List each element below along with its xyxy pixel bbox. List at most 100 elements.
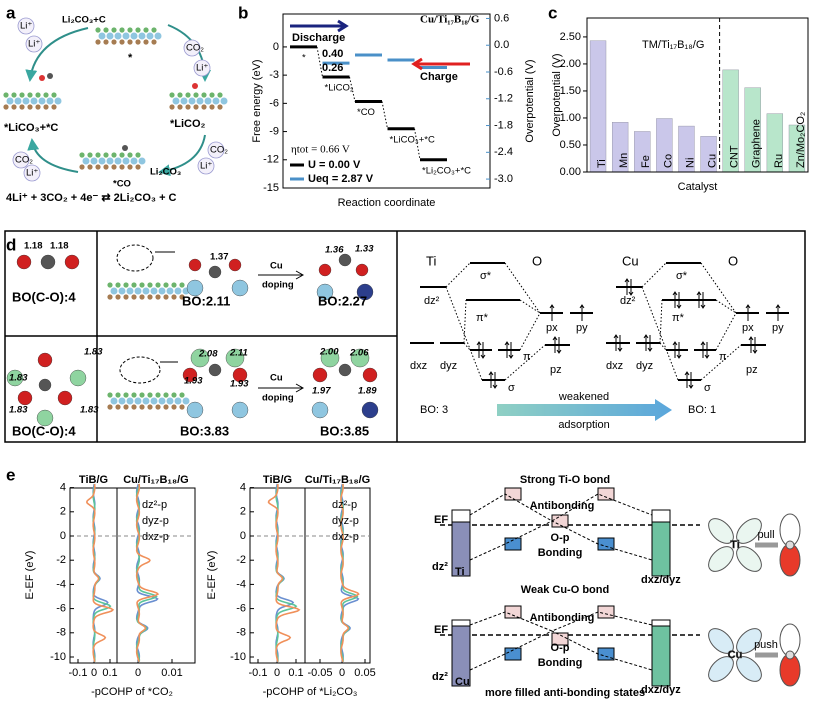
panel-label: e	[6, 465, 15, 484]
label: *LiCO₂	[170, 118, 206, 130]
atom	[139, 294, 145, 300]
dos-box	[651, 619, 671, 687]
label: CO₂	[186, 43, 204, 54]
atom	[217, 92, 223, 98]
label: 1.83	[9, 405, 28, 416]
orbital-label: Cu	[622, 253, 639, 268]
label: dz²	[432, 561, 448, 573]
atom	[172, 97, 180, 105]
label: 1.89	[358, 386, 377, 397]
atom	[158, 287, 166, 295]
atom	[147, 294, 153, 300]
electron	[745, 304, 751, 321]
atom	[118, 287, 126, 295]
atom	[119, 27, 125, 33]
annotation: Discharge	[292, 32, 345, 44]
electron	[579, 304, 585, 321]
x-tick-label: Ru	[773, 154, 785, 168]
orbital-label: py	[576, 322, 588, 334]
atom	[209, 92, 215, 98]
y-tick-label: 1.00	[560, 112, 581, 124]
atom	[64, 254, 80, 270]
annotation: ηtot = 0.66 V	[291, 144, 350, 156]
atom	[312, 367, 328, 383]
connector	[641, 286, 679, 381]
plot-title: TiB/G	[79, 474, 108, 486]
x-axis-label: -pCOHP of *CO₂	[91, 686, 173, 698]
y2-tick-label: 0.0	[494, 39, 509, 51]
species-bubble	[12, 151, 30, 169]
atom	[103, 39, 109, 45]
electron	[672, 291, 678, 308]
electron	[672, 341, 678, 358]
label: 1.83	[9, 373, 28, 384]
atom	[106, 157, 114, 165]
orbital-label: dyz	[636, 360, 653, 372]
atom	[87, 152, 93, 158]
atom	[320, 348, 340, 368]
label: 1.97	[312, 386, 331, 397]
atom	[119, 39, 125, 45]
atom	[231, 279, 249, 297]
label: dxz/dyz	[641, 574, 681, 586]
connector	[700, 262, 737, 314]
atom	[179, 392, 185, 398]
atom	[171, 404, 177, 410]
atom	[126, 287, 134, 295]
connector	[519, 312, 541, 351]
electron	[508, 342, 514, 359]
cycle-arrow	[158, 134, 206, 177]
x-tick-label: Fe	[640, 155, 652, 168]
y-tick-label: -8	[56, 627, 66, 639]
y-axis-label: Overpotential (V)	[551, 53, 563, 136]
electron	[549, 304, 555, 321]
y2-tick-label: -0.6	[494, 66, 513, 78]
atom	[30, 97, 38, 105]
y-tick-label: -12	[263, 154, 279, 166]
atom	[155, 294, 161, 300]
atom	[11, 92, 17, 98]
y-tick-label: -6	[269, 97, 279, 109]
atom	[361, 401, 379, 419]
equation: 4Li⁺ + 3CO₂ + 4e⁻ ⇄ 2Li₂CO₃ + C	[6, 192, 177, 204]
level-box	[551, 514, 569, 528]
connector	[641, 262, 667, 288]
x-category-label: *LiCO₃+*C	[390, 134, 435, 145]
level-box	[504, 647, 522, 661]
orbital-label: pz	[746, 364, 758, 376]
orbital-lobe	[736, 546, 762, 572]
atom	[123, 282, 129, 288]
label: 1.93	[184, 376, 203, 387]
electron	[476, 341, 482, 358]
atom	[225, 348, 245, 368]
atom	[122, 32, 130, 40]
electron	[775, 304, 781, 321]
y2-tick-label: -2.4	[494, 146, 513, 158]
atom	[27, 104, 33, 110]
orbital-label: px	[546, 322, 558, 334]
atom	[356, 283, 374, 301]
dos-box	[651, 509, 671, 523]
pcohp-curve	[340, 483, 360, 662]
atom	[103, 27, 109, 33]
species-bubble	[23, 164, 41, 182]
y-tick-label: -4	[236, 578, 246, 590]
arrow	[258, 383, 305, 393]
orbital-label: dxz	[606, 360, 623, 372]
atom	[220, 97, 228, 105]
atom	[114, 157, 122, 165]
x-tick-label: -0.1	[249, 667, 268, 679]
label: Bonding	[538, 547, 583, 559]
atom	[119, 164, 125, 170]
electron	[617, 335, 623, 352]
schematic-title: Weak Cu-O bond	[521, 584, 609, 596]
atom	[17, 390, 33, 406]
electron	[552, 336, 558, 353]
label: Li⁺	[28, 39, 40, 50]
atom	[154, 32, 162, 40]
label: Ti	[730, 539, 740, 551]
orbital-label: σ*	[480, 270, 492, 282]
orbital-lobe	[708, 518, 734, 544]
atom	[209, 104, 215, 110]
atom	[35, 104, 41, 110]
